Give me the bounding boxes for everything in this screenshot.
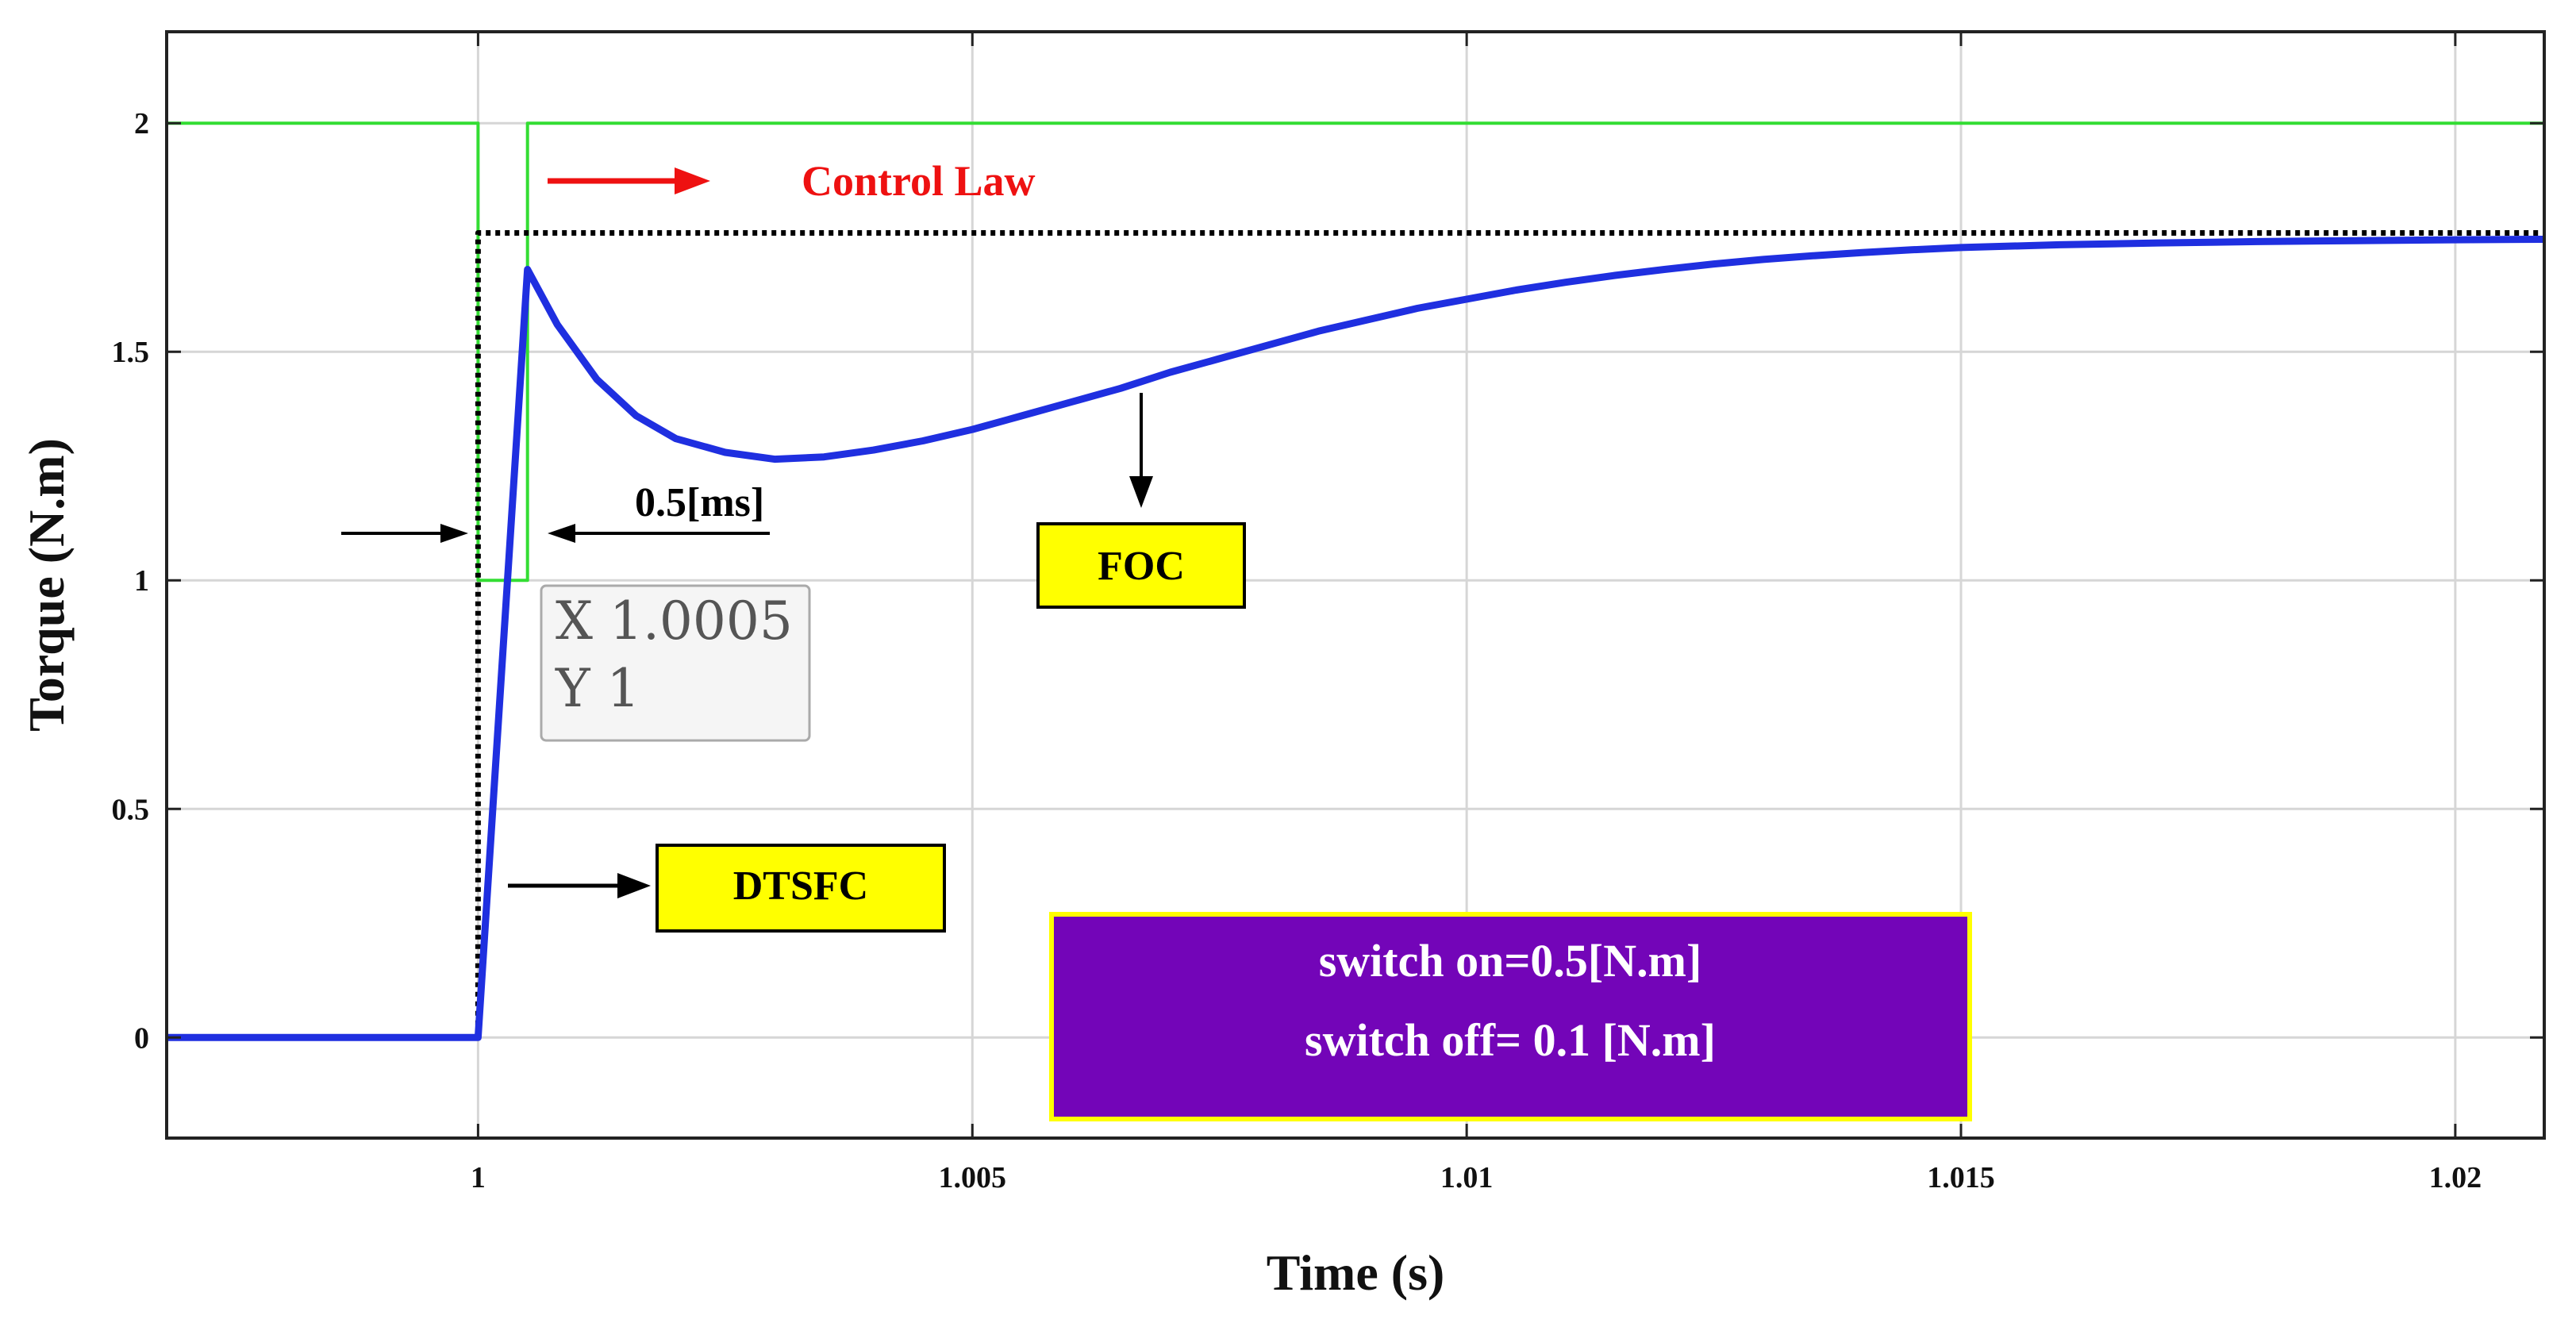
switch-info-box: switch on=0.5[N.m] switch off= 0.1 [N.m] — [1049, 912, 1972, 1121]
interval-annotation: 0.5[ms] — [341, 480, 770, 543]
y-tick-label: 0 — [134, 1021, 149, 1055]
foc-label-box — [1036, 522, 1246, 609]
control-law-series — [167, 121, 2544, 583]
interval-right-arrowhead — [548, 524, 575, 543]
data-tip-box — [540, 584, 811, 742]
series-layer — [167, 121, 2545, 1041]
foc-annotation: FOC — [1036, 393, 1246, 609]
y-tick-label: 0.5 — [112, 793, 150, 826]
control-law-arrowhead — [675, 167, 710, 194]
dtsfc-annotation: DTSFC — [508, 844, 946, 933]
data-tip-y: Y 1 — [555, 658, 640, 719]
y-tick-label: 1 — [134, 564, 149, 598]
x-tick-label: 1.01 — [1440, 1161, 1494, 1194]
foc-label: FOC — [1098, 544, 1185, 589]
dtsfc-arrowhead — [617, 873, 651, 898]
y-axis-title: Torque (N.m) — [18, 438, 75, 732]
data-tip-x: X 1.0005 — [556, 590, 793, 652]
foc-arrowhead — [1129, 476, 1153, 508]
x-axis-title: Time (s) — [1267, 1244, 1445, 1301]
y-tick-label: 1.5 — [112, 336, 150, 369]
control-law-annotation: Control Law — [548, 157, 1036, 205]
dtsfc-label-box — [656, 844, 946, 933]
dtsfc-label: DTSFC — [733, 863, 868, 909]
switch-info-background — [1049, 912, 1972, 1121]
interval-label: 0.5[ms] — [635, 480, 764, 525]
switch-on-text: switch on=0.5[N.m] — [1319, 935, 1702, 986]
x-tick-label: 1.015 — [1927, 1161, 1995, 1194]
torque-response-series — [167, 236, 2545, 1041]
y-tick-label: 2 — [134, 107, 149, 140]
x-tick-label: 1 — [471, 1161, 486, 1194]
tick-layer: 1 1.005 1.01 1.015 1.02 0 0.5 1 1.5 2 — [112, 32, 2544, 1194]
control-law-label: Control Law — [802, 157, 1036, 205]
data-tip[interactable]: X 1.0005 Y 1 — [540, 584, 811, 742]
switch-off-text: switch off= 0.1 [N.m] — [1305, 1014, 1716, 1066]
x-tick-label: 1.02 — [2429, 1161, 2482, 1194]
x-tick-label: 1.005 — [939, 1161, 1007, 1194]
interval-left-arrowhead — [440, 524, 468, 543]
plot-frame — [165, 30, 2546, 1140]
